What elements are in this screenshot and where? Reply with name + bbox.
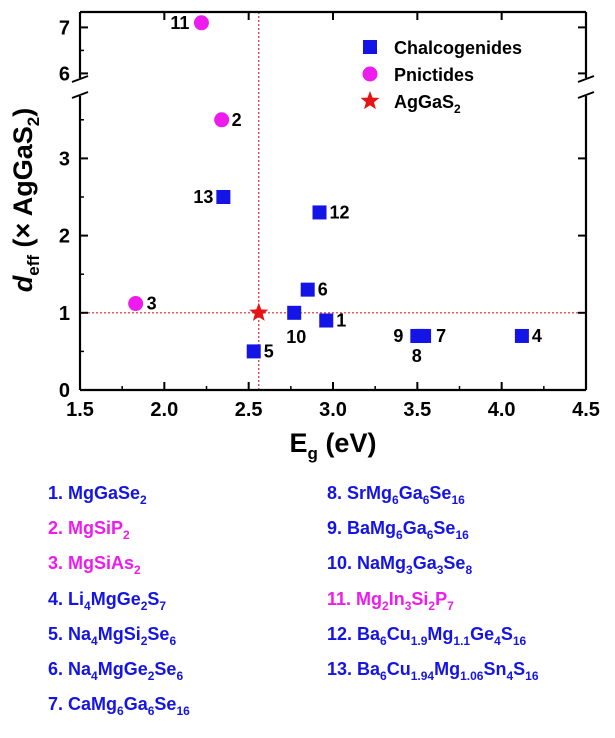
y-axis-label: deff (× AgGaS2)	[8, 108, 43, 293]
axis-break-mark	[577, 91, 595, 99]
compound-left-3: 3. MgSiAs2	[48, 553, 141, 578]
data-point-label: 3	[147, 294, 157, 314]
axis-break-gap	[71, 79, 89, 95]
data-point-square	[514, 328, 529, 343]
compound-left-4: 4. Li4MgGe2S7	[48, 588, 167, 613]
legend-marker-circle	[362, 66, 378, 82]
reference-lines	[80, 12, 586, 390]
y-tick-label: 2	[59, 226, 70, 248]
legend-marker-star	[360, 91, 380, 110]
x-tick-label: 2.0	[150, 399, 178, 421]
data-point-label: 7	[436, 326, 446, 346]
axis-labels: Eg (eV) deff (× AgGaS2)	[8, 108, 376, 463]
x-tick-label: 4.5	[572, 399, 600, 421]
axis-break-gap	[577, 79, 595, 95]
data-point-circle	[193, 15, 209, 31]
y-tick-label: 3	[59, 148, 70, 170]
data-point-circle	[214, 112, 230, 128]
axis-break-mark	[71, 75, 89, 83]
data-point-label: 9	[393, 326, 403, 346]
compound-right-3: 10. NaMg3Ga3Se8	[327, 553, 473, 578]
x-tick-label: 3.0	[319, 399, 347, 421]
compound-left-7: 7. CaMg6Ga6Se16	[48, 694, 190, 719]
compound-left-6: 6. Na4MgGe2Se6	[48, 659, 184, 683]
legend-label: Chalcogenides	[394, 38, 522, 58]
compound-right-4: 11. Mg2In3Si2P7	[327, 588, 454, 613]
compound-right-2: 9. BaMg6Ga6Se16	[327, 518, 469, 543]
data-point-square	[319, 313, 334, 328]
data-point-label: 10	[286, 327, 306, 347]
compound-right-1: 8. SrMg6Ga6Se16	[327, 483, 465, 507]
data-point-label: 5	[264, 341, 274, 361]
axis-break-mark	[577, 75, 595, 83]
data-point-label: 4	[532, 326, 542, 346]
data-point-label: 8	[412, 346, 422, 366]
x-tick-label: 1.5	[66, 399, 94, 421]
data-point-square	[216, 190, 231, 204]
y-tick-label: 1	[59, 303, 70, 325]
y-tick-label: 7	[59, 17, 70, 39]
data-point-label: 11	[170, 13, 189, 33]
data-point-circle	[128, 296, 144, 312]
data-point-label: 1	[336, 311, 346, 331]
x-tick-label: 2.5	[235, 399, 263, 421]
data-point-square	[246, 344, 261, 359]
data-point-square	[312, 205, 327, 220]
x-tick-label: 3.5	[403, 399, 431, 421]
data-point-label: 13	[193, 187, 213, 207]
compound-right-5: 12. Ba6Cu1.9Mg1.1Ge4S16	[327, 623, 527, 648]
compound-right-6: 13. Ba6Cu1.94Mg1.06Sn4S16	[327, 659, 539, 683]
legend-label: Pnictides	[394, 65, 474, 85]
x-tick-label: 4.0	[488, 399, 516, 421]
x-axis-label: Eg (eV)	[290, 428, 377, 463]
axis-break-mark	[71, 91, 89, 99]
legend-label: AgGaS2	[394, 92, 461, 116]
data-points: 1 4 5 6 789 10 12 13 2 3 11	[128, 13, 542, 366]
legend: Chalcogenides Pnictides AgGaS2	[360, 38, 522, 116]
compound-left-1: 1. MgGaSe2	[48, 483, 147, 507]
data-point-label: 6	[318, 280, 328, 300]
legend-marker-square	[363, 40, 377, 54]
data-point-square	[300, 282, 315, 297]
data-point-label: 2	[232, 110, 242, 130]
compound-left-2: 2. MgSiP2	[48, 518, 130, 543]
y-tick-label: 6	[59, 63, 70, 85]
y-tick-label: 0	[59, 380, 70, 402]
data-point-star	[249, 302, 269, 321]
data-point-square	[287, 305, 302, 320]
compound-left-5: 5. Na4MgSi2Se6	[48, 623, 177, 648]
data-point-label: 12	[330, 202, 350, 222]
data-point-square	[410, 328, 425, 343]
